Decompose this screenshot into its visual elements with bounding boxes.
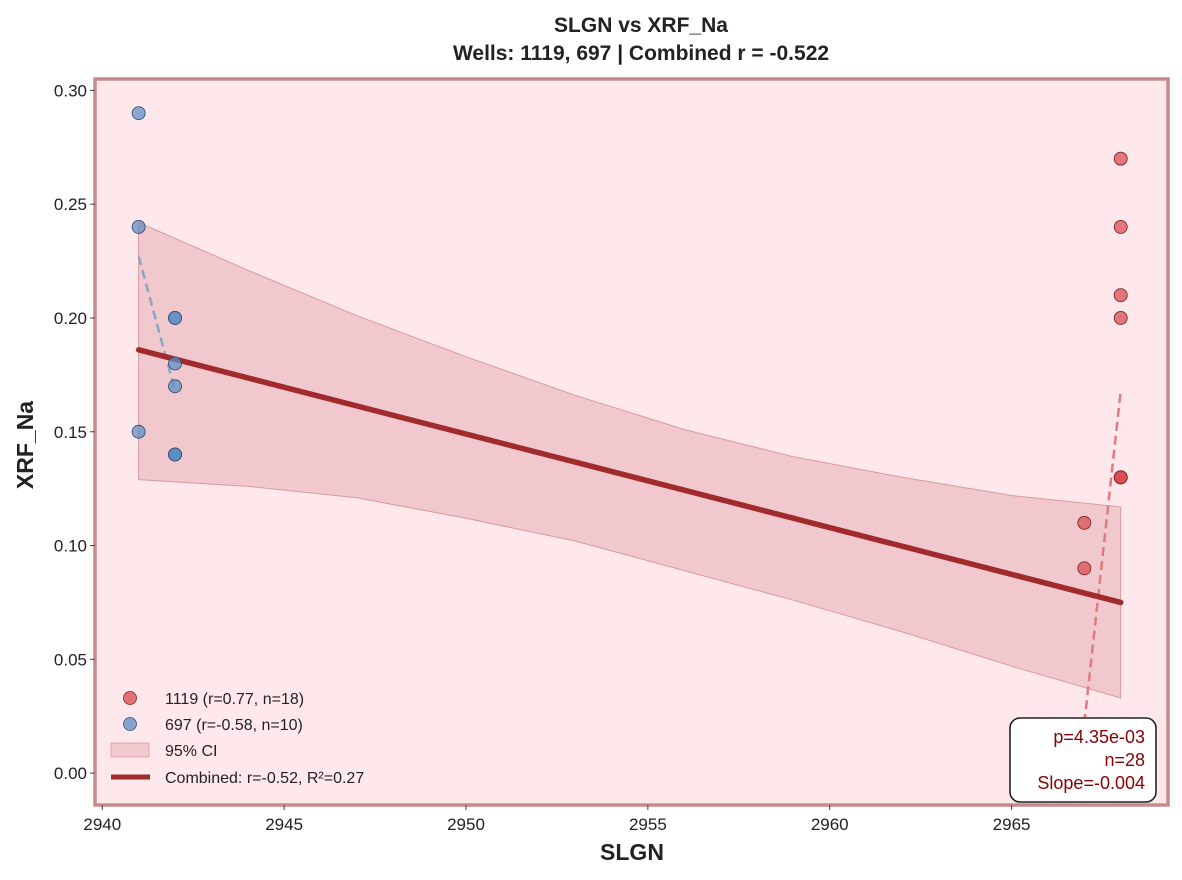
y-tick-label-0: 0.00 — [54, 764, 87, 783]
x-tick-label-5: 2965 — [993, 815, 1031, 834]
point-series-1-9 — [168, 447, 182, 462]
legend-label-ci: 95% CI — [165, 743, 217, 760]
legend-label-1119: 1119 (r=0.77, n=18) — [165, 691, 304, 708]
y-tick-label-3: 0.15 — [54, 423, 87, 442]
x-tick-label-4: 2960 — [811, 815, 849, 834]
x-axis-label: SLGN — [600, 839, 664, 865]
combined-fit-line — [135, 347, 1124, 606]
legend-swatch-ci — [110, 742, 150, 758]
y-axis-label: XRF_Na — [12, 401, 38, 489]
y-tick-label-2: 0.10 — [54, 537, 87, 556]
stats-slope: Slope=-0.004 — [1037, 773, 1145, 793]
point-series-0-4 — [1113, 219, 1128, 234]
x-tick-label-2: 2950 — [447, 815, 485, 834]
fit-lines — [135, 256, 1124, 724]
x-tick-label-3: 2955 — [629, 815, 667, 834]
x-tick-label-0: 2940 — [83, 815, 121, 834]
point-series-0-3 — [1113, 151, 1128, 166]
point-series-1-5 — [168, 356, 182, 371]
stats-box: p=4.35e-03 n=28 Slope=-0.004 — [1009, 717, 1157, 803]
confidence-band — [138, 221, 1122, 699]
stats-p-value: p=4.35e-03 — [1053, 727, 1145, 747]
chart-title: SLGN vs XRF_Na — [554, 14, 728, 37]
point-series-0-5 — [1113, 288, 1128, 303]
point-series-0-9 — [1113, 470, 1128, 485]
plot-frame — [93, 77, 1170, 807]
point-series-1-1 — [131, 219, 146, 234]
y-tick-label-1: 0.05 — [54, 650, 87, 669]
stats-box-frame — [1009, 717, 1157, 803]
fit-line-series-1 — [137, 256, 177, 392]
point-series-0-1 — [1077, 561, 1092, 576]
point-series-1-4 — [168, 311, 182, 325]
ci-band — [138, 221, 1122, 699]
legend-marker-697 — [123, 717, 137, 731]
legend-label-combined: Combined: r=-0.52, R²=0.27 — [165, 770, 364, 787]
legend-label-697: 697 (r=-0.58, n=10) — [165, 717, 303, 734]
point-series-0-6 — [1113, 311, 1128, 325]
point-series-1-6 — [168, 379, 182, 394]
x-tick-label-1: 2945 — [265, 815, 303, 834]
chart-subtitle: Wells: 1119, 697 | Combined r = -0.522 — [453, 42, 829, 65]
y-tick-label-5: 0.25 — [54, 195, 87, 214]
stats-n: n=28 — [1104, 750, 1145, 770]
point-series-1-2 — [131, 424, 146, 439]
point-series-1-0 — [131, 106, 146, 121]
point-series-0-0 — [1077, 515, 1092, 530]
legend: 1119 (r=0.77, n=18) 697 (r=-0.58, n=10) … — [110, 691, 364, 787]
y-tick-label-6: 0.30 — [54, 81, 87, 100]
legend-marker-1119 — [123, 691, 137, 705]
y-tick-label-4: 0.20 — [54, 309, 87, 328]
y-axis: 0.00 0.05 0.10 0.15 0.20 0.25 0.30 — [54, 81, 95, 783]
x-axis: 2940 2945 2950 2955 2960 2965 — [83, 805, 1031, 834]
